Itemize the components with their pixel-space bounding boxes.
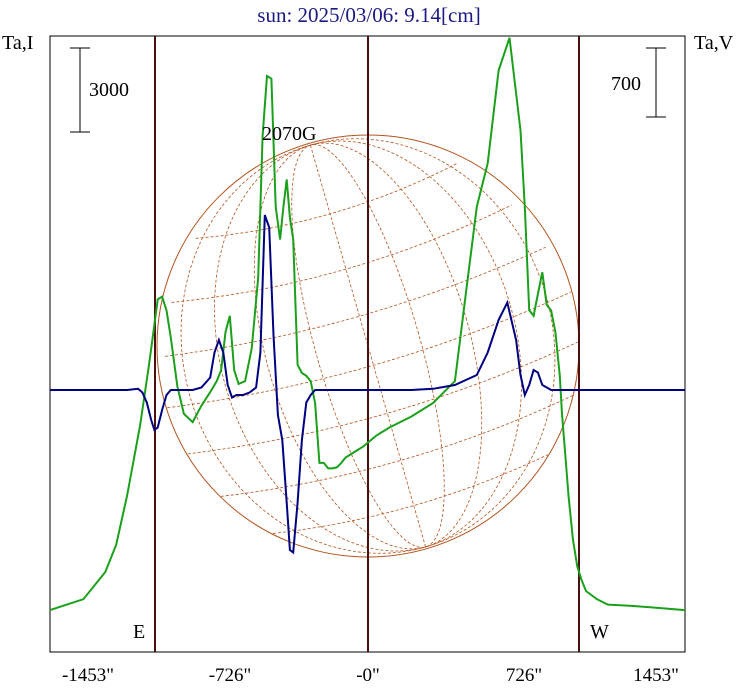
latitude-line — [195, 163, 458, 239]
right-scale-label: 700 — [611, 73, 641, 95]
latitude-line — [272, 454, 549, 534]
latitude-line — [187, 341, 579, 455]
east-label: E — [133, 621, 145, 643]
latitude-line — [167, 291, 572, 409]
x-tick-label: -1453" — [62, 665, 114, 686]
right-scale-bar — [646, 47, 666, 118]
left-scale-label: 3000 — [89, 79, 129, 101]
series-line-green — [49, 37, 686, 612]
left-scale-bar — [70, 47, 90, 133]
west-label: W — [590, 621, 609, 643]
latitude-line — [171, 204, 512, 303]
right-axis-label: Ta,V — [694, 32, 734, 54]
x-tick-label: 726" — [506, 665, 542, 686]
x-tick-label: -0" — [356, 665, 380, 686]
annotation-label: 2070G — [262, 123, 316, 145]
chart-title: sun: 2025/03/06: 9.14[cm] — [257, 3, 480, 27]
x-tick-label: -726" — [209, 665, 252, 686]
x-tick-label: 1453" — [633, 665, 679, 686]
series-line-blue — [50, 214, 685, 555]
left-axis-label: Ta,I — [2, 32, 33, 54]
